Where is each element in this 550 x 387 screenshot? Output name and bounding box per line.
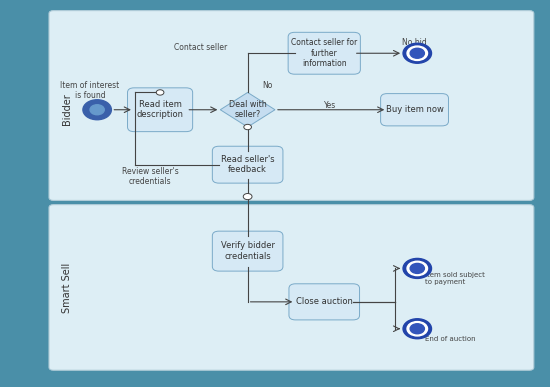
Circle shape [403, 259, 432, 278]
Text: Close auction: Close auction [296, 297, 353, 307]
Circle shape [407, 46, 427, 60]
Text: Bidder: Bidder [62, 93, 72, 125]
Text: Yes: Yes [323, 101, 336, 110]
Text: Buy item now: Buy item now [386, 105, 443, 114]
Text: Contact seller for
further
information: Contact seller for further information [291, 38, 358, 68]
Circle shape [403, 43, 432, 63]
FancyBboxPatch shape [49, 10, 534, 200]
Text: Smart Sell: Smart Sell [62, 262, 72, 313]
Text: No bid: No bid [402, 38, 427, 47]
FancyBboxPatch shape [289, 284, 360, 320]
FancyBboxPatch shape [49, 205, 534, 370]
Text: Item sold subject
to payment: Item sold subject to payment [426, 272, 485, 285]
Text: Deal with
seller?: Deal with seller? [229, 100, 267, 120]
Circle shape [243, 194, 252, 200]
Circle shape [403, 319, 432, 339]
FancyBboxPatch shape [288, 33, 360, 74]
Text: No: No [262, 81, 272, 91]
Circle shape [407, 322, 427, 336]
Circle shape [83, 100, 112, 120]
Circle shape [410, 324, 425, 334]
Text: Contact seller: Contact seller [174, 43, 228, 52]
Text: Verify bidder
credentials: Verify bidder credentials [221, 241, 274, 261]
Polygon shape [221, 92, 275, 127]
FancyBboxPatch shape [128, 88, 192, 132]
Circle shape [156, 90, 164, 95]
Circle shape [244, 124, 251, 130]
FancyBboxPatch shape [381, 94, 448, 126]
Circle shape [410, 264, 425, 274]
Text: Read seller's
feedback: Read seller's feedback [221, 155, 274, 175]
FancyBboxPatch shape [212, 146, 283, 183]
Text: Read item
description: Read item description [136, 100, 184, 120]
FancyBboxPatch shape [212, 231, 283, 271]
Circle shape [90, 105, 104, 115]
Text: End of auction: End of auction [426, 336, 476, 342]
Text: Item of interest
is found: Item of interest is found [60, 81, 120, 100]
Text: Review seller's
credentials: Review seller's credentials [122, 166, 179, 186]
Circle shape [407, 261, 427, 276]
Circle shape [410, 48, 425, 58]
